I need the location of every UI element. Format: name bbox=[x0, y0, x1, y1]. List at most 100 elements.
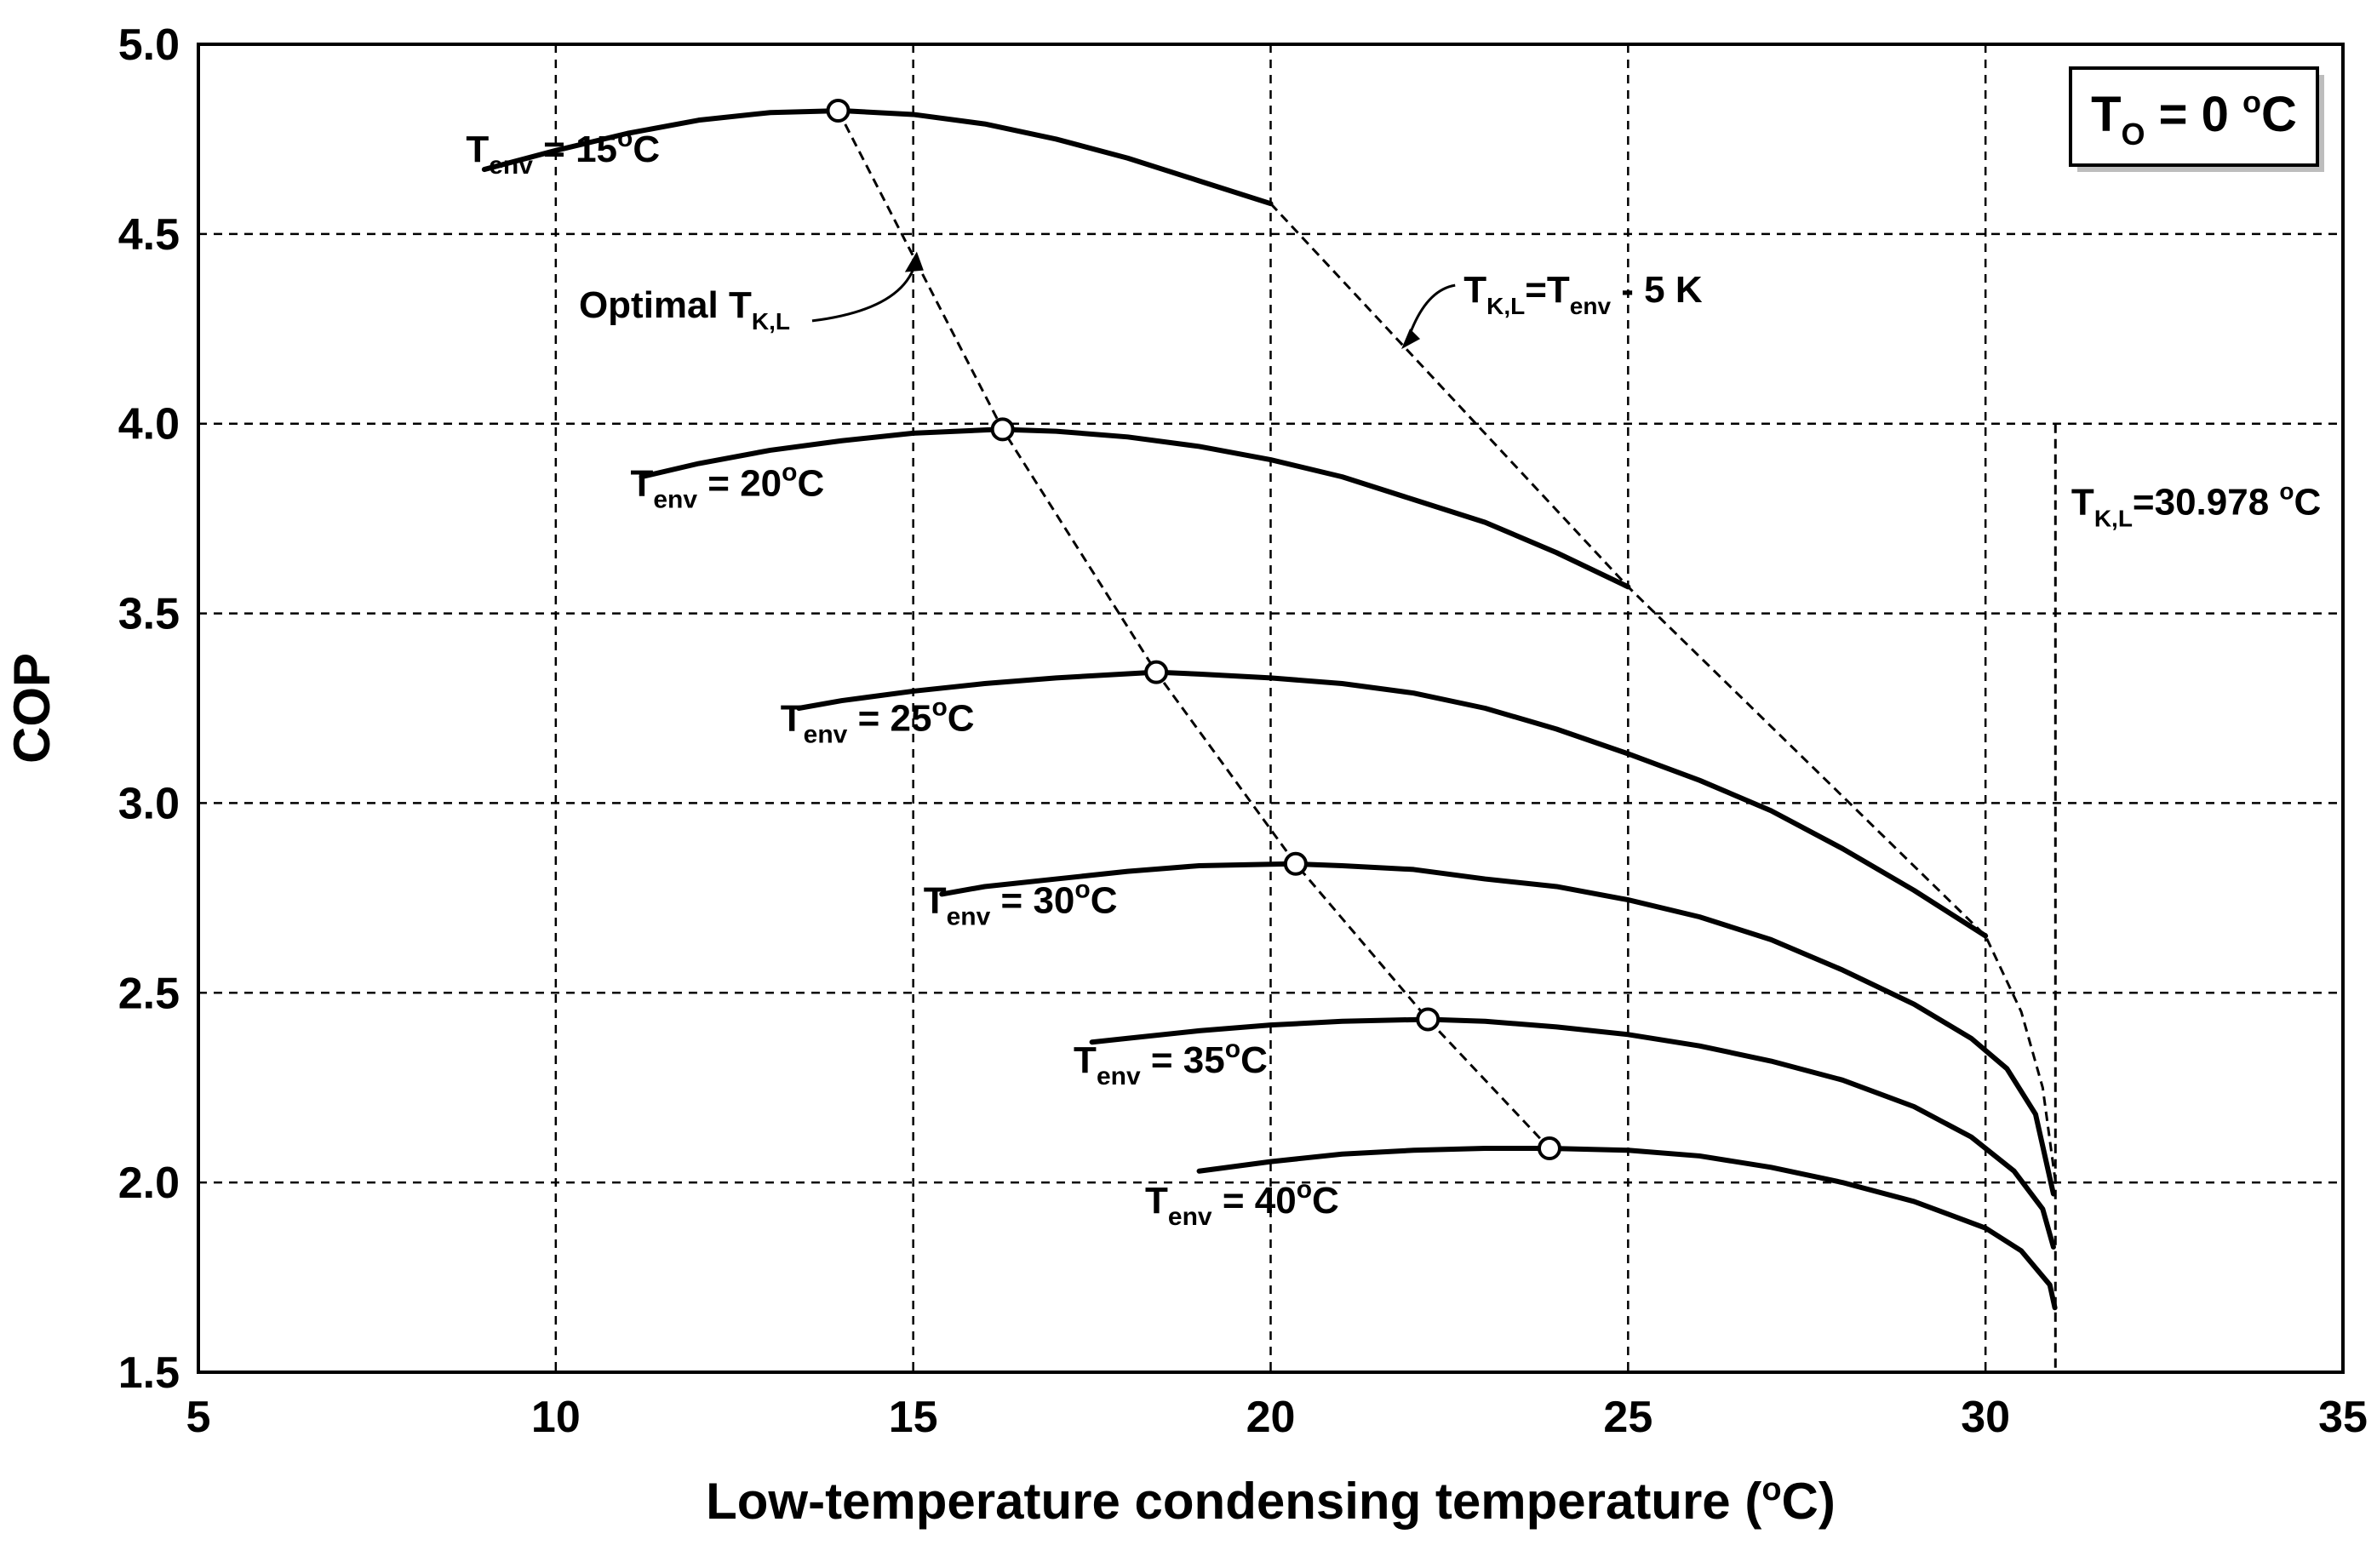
series-label-sup: o bbox=[1225, 1035, 1240, 1063]
series-label-end: C bbox=[948, 698, 975, 740]
series-label-sub: env bbox=[1097, 1062, 1141, 1090]
plot-frame bbox=[197, 43, 2345, 1374]
x-tick-label: 35 bbox=[2318, 1393, 2368, 1442]
series-label-main: T bbox=[924, 880, 947, 922]
optimal-point bbox=[1144, 660, 1169, 684]
legend-rest: = 0 bbox=[2145, 87, 2242, 142]
limit-arrowhead bbox=[1401, 329, 1421, 350]
optimal-annotation: Optimal TK,L bbox=[579, 284, 790, 335]
series-label: Tenv = 25oC bbox=[781, 694, 975, 749]
series-label-end: C bbox=[1312, 1180, 1339, 1222]
series-line bbox=[939, 861, 2056, 1197]
series-label-sub: env bbox=[804, 721, 848, 749]
legend-main: T bbox=[2091, 87, 2121, 142]
series-line bbox=[481, 108, 1274, 207]
x-axis-title: Low-temperature condensing temperature (… bbox=[706, 1472, 1836, 1530]
optimal-arrowhead bbox=[904, 251, 924, 272]
y-tick-labels: 1.5 2.0 2.5 3.0 3.5 4.0 4.5 5.0 bbox=[118, 20, 180, 1398]
legend-sup: o bbox=[2242, 84, 2261, 119]
y-tick-label: 2.0 bbox=[118, 1159, 180, 1208]
x-tick-label: 10 bbox=[531, 1393, 581, 1442]
x-axis-title-main: Low-temperature condensing temperature ( bbox=[706, 1473, 1761, 1530]
series-label-main: T bbox=[1074, 1039, 1097, 1081]
series-label-sup: o bbox=[617, 124, 633, 152]
y-tick-label: 3.5 bbox=[118, 590, 180, 639]
y-axis-title: COP bbox=[3, 653, 60, 764]
series-label-sup: o bbox=[1297, 1176, 1312, 1204]
series-curves bbox=[481, 108, 2058, 1311]
optimal-point bbox=[826, 99, 851, 123]
vline-annotation-end: C bbox=[2294, 482, 2322, 524]
limit-annotation-sub1: K,L bbox=[1486, 293, 1525, 319]
optimal-point bbox=[990, 417, 1015, 442]
limit-annotation: TK,L=Tenv - 5 K bbox=[1463, 269, 1703, 319]
legend-box: TO = 0 oC bbox=[2069, 66, 2324, 172]
series-label-sub: env bbox=[947, 903, 991, 931]
series-label-end: C bbox=[1091, 880, 1118, 922]
vline-annotation-main: T bbox=[2071, 482, 2094, 524]
series-label-sub: env bbox=[489, 152, 533, 180]
series-label-sup: o bbox=[931, 694, 947, 722]
series-label: Tenv = 15oC bbox=[466, 124, 660, 180]
optimal-annotation-sub: K,L bbox=[752, 308, 790, 335]
legend-box-text: TO = 0 oC bbox=[2091, 84, 2297, 152]
optimal-line bbox=[837, 110, 1551, 1150]
y-tick-label: 1.5 bbox=[118, 1348, 180, 1398]
series-label-rest: = 25 bbox=[847, 698, 931, 740]
y-tick-label: 2.5 bbox=[118, 969, 180, 1018]
series-label-main: T bbox=[630, 462, 653, 504]
x-axis-title-sup: o bbox=[1761, 1472, 1781, 1508]
y-tick-label: 5.0 bbox=[118, 20, 180, 70]
limit-line-group bbox=[1269, 203, 2057, 1372]
series-label-sub: env bbox=[653, 485, 697, 513]
series-label-rest: = 40 bbox=[1212, 1180, 1297, 1222]
vline-annotation-rest: =30.978 bbox=[2133, 482, 2280, 524]
series-line bbox=[1196, 1146, 2058, 1311]
series-label-sup: o bbox=[782, 458, 797, 486]
annotations: Optimal TK,LTK,L=Tenv - 5 KTK,L=30.978 o… bbox=[579, 251, 2321, 532]
series-label-rest: = 20 bbox=[697, 462, 782, 504]
x-tick-labels: 5 10 15 20 25 30 35 bbox=[186, 1393, 2368, 1442]
series-label-main: T bbox=[781, 698, 804, 740]
series-label-end: C bbox=[633, 129, 660, 170]
series-label-main: T bbox=[466, 129, 489, 170]
legend-sub: O bbox=[2122, 117, 2145, 152]
series-line bbox=[796, 669, 1989, 939]
legend-box-frame bbox=[2069, 66, 2319, 167]
x-tick-label: 30 bbox=[1961, 1393, 2010, 1442]
vline-annotation-sub: K,L bbox=[2094, 506, 2133, 532]
series-label-rest: = 15 bbox=[533, 129, 617, 170]
optimal-point bbox=[1283, 851, 1308, 876]
optimal-annotation-main: Optimal T bbox=[579, 284, 752, 326]
limit-annotation-mid: =T bbox=[1525, 269, 1570, 311]
series-label-main: T bbox=[1145, 1180, 1168, 1222]
series-label: Tenv = 40oC bbox=[1145, 1176, 1339, 1231]
vline-annotation-sup: o bbox=[2279, 478, 2294, 505]
series-label-end: C bbox=[797, 462, 824, 504]
y-tick-label: 3.0 bbox=[118, 779, 180, 828]
optimal-line-group bbox=[826, 99, 1561, 1161]
series-line bbox=[639, 426, 1631, 590]
series-label: Tenv = 20oC bbox=[630, 458, 824, 513]
limit-annotation-rest: - 5 K bbox=[1611, 269, 1703, 311]
limit-annotation-sub2: env bbox=[1570, 293, 1612, 319]
x-tick-label: 5 bbox=[186, 1393, 211, 1442]
vline-annotation: TK,L=30.978 oC bbox=[2071, 478, 2321, 532]
x-tick-label: 20 bbox=[1246, 1393, 1296, 1442]
y-tick-label: 4.0 bbox=[118, 400, 180, 449]
series-label-rest: = 35 bbox=[1141, 1039, 1225, 1081]
x-axis-title-end: C) bbox=[1782, 1473, 1836, 1530]
limit-annotation-main: T bbox=[1463, 269, 1486, 311]
series-label-rest: = 30 bbox=[990, 880, 1074, 922]
x-tick-label: 25 bbox=[1603, 1393, 1652, 1442]
x-tick-label: 15 bbox=[889, 1393, 938, 1442]
series-label: Tenv = 35oC bbox=[1074, 1035, 1268, 1090]
series-label-sup: o bbox=[1074, 876, 1090, 904]
limit-line bbox=[1269, 203, 2057, 1183]
series-label-sub: env bbox=[1168, 1203, 1212, 1231]
y-tick-label: 4.5 bbox=[118, 210, 180, 260]
series-line bbox=[1089, 1016, 2056, 1250]
series-label: Tenv = 30oC bbox=[924, 876, 1118, 931]
